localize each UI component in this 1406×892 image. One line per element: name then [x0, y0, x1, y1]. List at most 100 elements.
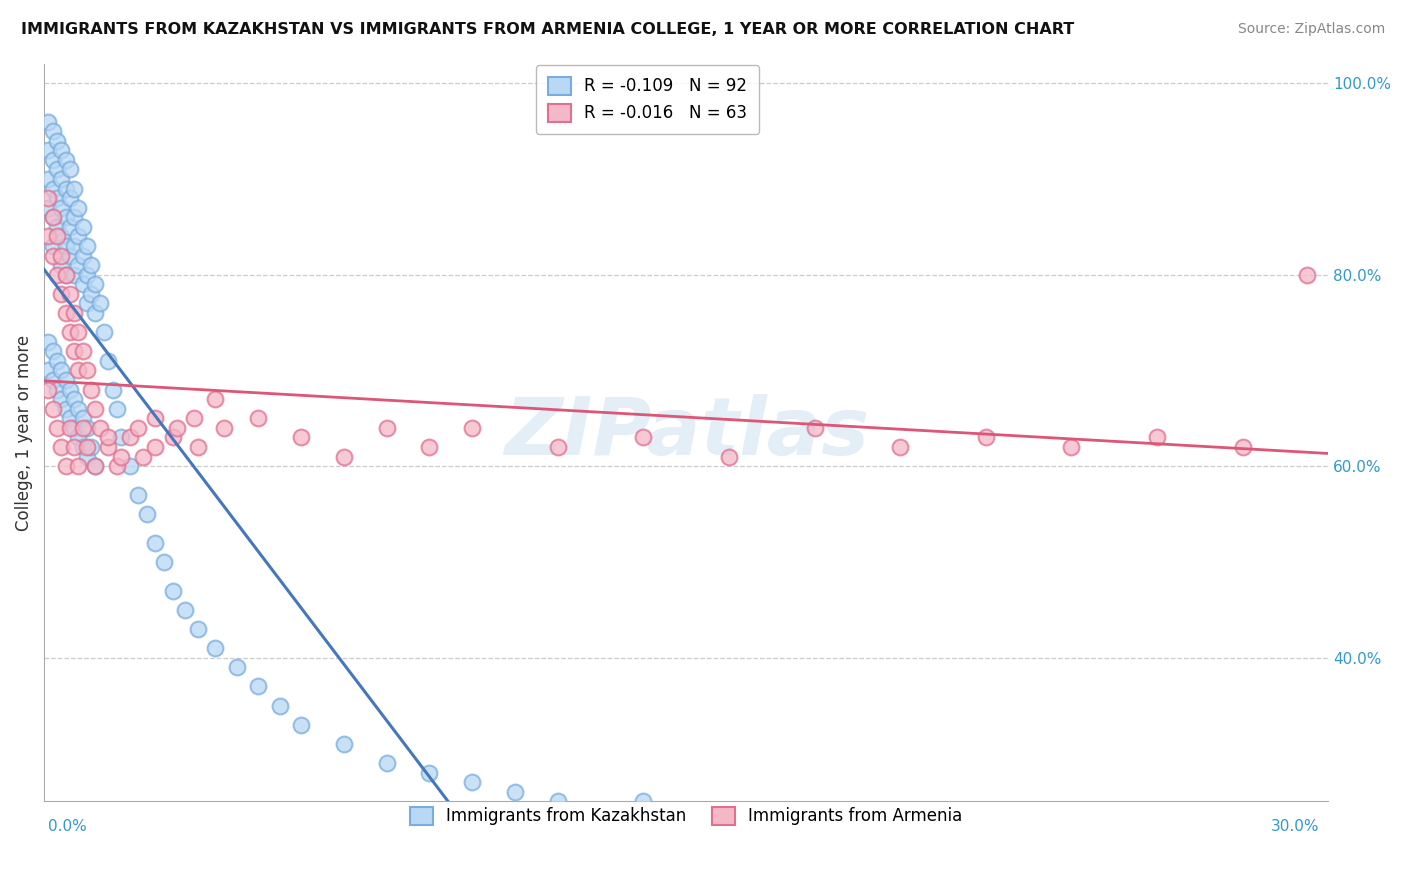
Point	[84, 459, 107, 474]
Text: IMMIGRANTS FROM KAZAKHSTAN VS IMMIGRANTS FROM ARMENIA COLLEGE, 1 YEAR OR MORE CO: IMMIGRANTS FROM KAZAKHSTAN VS IMMIGRANTS…	[21, 22, 1074, 37]
Point	[55, 373, 77, 387]
Point	[46, 162, 69, 177]
Point	[63, 306, 86, 320]
Point	[63, 211, 86, 225]
Point	[332, 450, 354, 464]
Point	[76, 440, 98, 454]
Point	[145, 536, 167, 550]
Point	[105, 459, 128, 474]
Point	[461, 421, 484, 435]
Point	[633, 794, 655, 808]
Point	[63, 181, 86, 195]
Point	[84, 277, 107, 292]
Point	[803, 421, 825, 435]
Point	[46, 268, 69, 282]
Point	[46, 229, 69, 244]
Y-axis label: College, 1 year or more: College, 1 year or more	[15, 334, 32, 531]
Point	[717, 450, 740, 464]
Point	[59, 286, 82, 301]
Point	[41, 181, 63, 195]
Point	[41, 373, 63, 387]
Point	[41, 153, 63, 167]
Point	[72, 440, 94, 454]
Point	[51, 363, 73, 377]
Point	[41, 211, 63, 225]
Point	[1146, 430, 1168, 444]
Point	[72, 249, 94, 263]
Point	[63, 421, 86, 435]
Point	[51, 286, 73, 301]
Point	[37, 191, 59, 205]
Point	[72, 411, 94, 425]
Point	[41, 401, 63, 416]
Point	[97, 354, 120, 368]
Point	[59, 219, 82, 234]
Point	[76, 421, 98, 435]
Point	[51, 440, 73, 454]
Point	[37, 201, 59, 215]
Point	[547, 440, 569, 454]
Point	[162, 583, 184, 598]
Point	[76, 239, 98, 253]
Point	[63, 268, 86, 282]
Point	[80, 258, 103, 272]
Point	[332, 737, 354, 751]
Point	[37, 143, 59, 157]
Point	[51, 258, 73, 272]
Point	[101, 383, 124, 397]
Point	[145, 411, 167, 425]
Point	[974, 430, 997, 444]
Point	[46, 191, 69, 205]
Point	[93, 325, 115, 339]
Point	[51, 249, 73, 263]
Point	[76, 363, 98, 377]
Point	[153, 555, 176, 569]
Point	[80, 286, 103, 301]
Point	[51, 201, 73, 215]
Point	[145, 440, 167, 454]
Point	[290, 430, 312, 444]
Point	[418, 440, 440, 454]
Point	[63, 239, 86, 253]
Point	[67, 258, 90, 272]
Point	[46, 421, 69, 435]
Point	[67, 229, 90, 244]
Point	[76, 296, 98, 310]
Point	[59, 421, 82, 435]
Point	[633, 430, 655, 444]
Point	[59, 383, 82, 397]
Point	[89, 296, 111, 310]
Point	[1060, 440, 1083, 454]
Point	[63, 392, 86, 407]
Point	[503, 785, 526, 799]
Point	[187, 440, 209, 454]
Point	[110, 430, 132, 444]
Point	[55, 239, 77, 253]
Point	[204, 392, 226, 407]
Point	[55, 181, 77, 195]
Point	[84, 459, 107, 474]
Point	[37, 383, 59, 397]
Point	[187, 622, 209, 636]
Point	[46, 383, 69, 397]
Point	[204, 641, 226, 656]
Point	[418, 765, 440, 780]
Point	[41, 344, 63, 359]
Point	[1232, 440, 1254, 454]
Point	[41, 211, 63, 225]
Point	[89, 421, 111, 435]
Point	[183, 411, 205, 425]
Point	[225, 660, 247, 674]
Point	[118, 430, 141, 444]
Text: 30.0%: 30.0%	[1271, 819, 1320, 834]
Point	[41, 249, 63, 263]
Point	[46, 219, 69, 234]
Point	[67, 201, 90, 215]
Point	[55, 211, 77, 225]
Point	[67, 459, 90, 474]
Point	[105, 401, 128, 416]
Point	[67, 401, 90, 416]
Point	[547, 794, 569, 808]
Text: 0.0%: 0.0%	[48, 819, 87, 834]
Point	[67, 325, 90, 339]
